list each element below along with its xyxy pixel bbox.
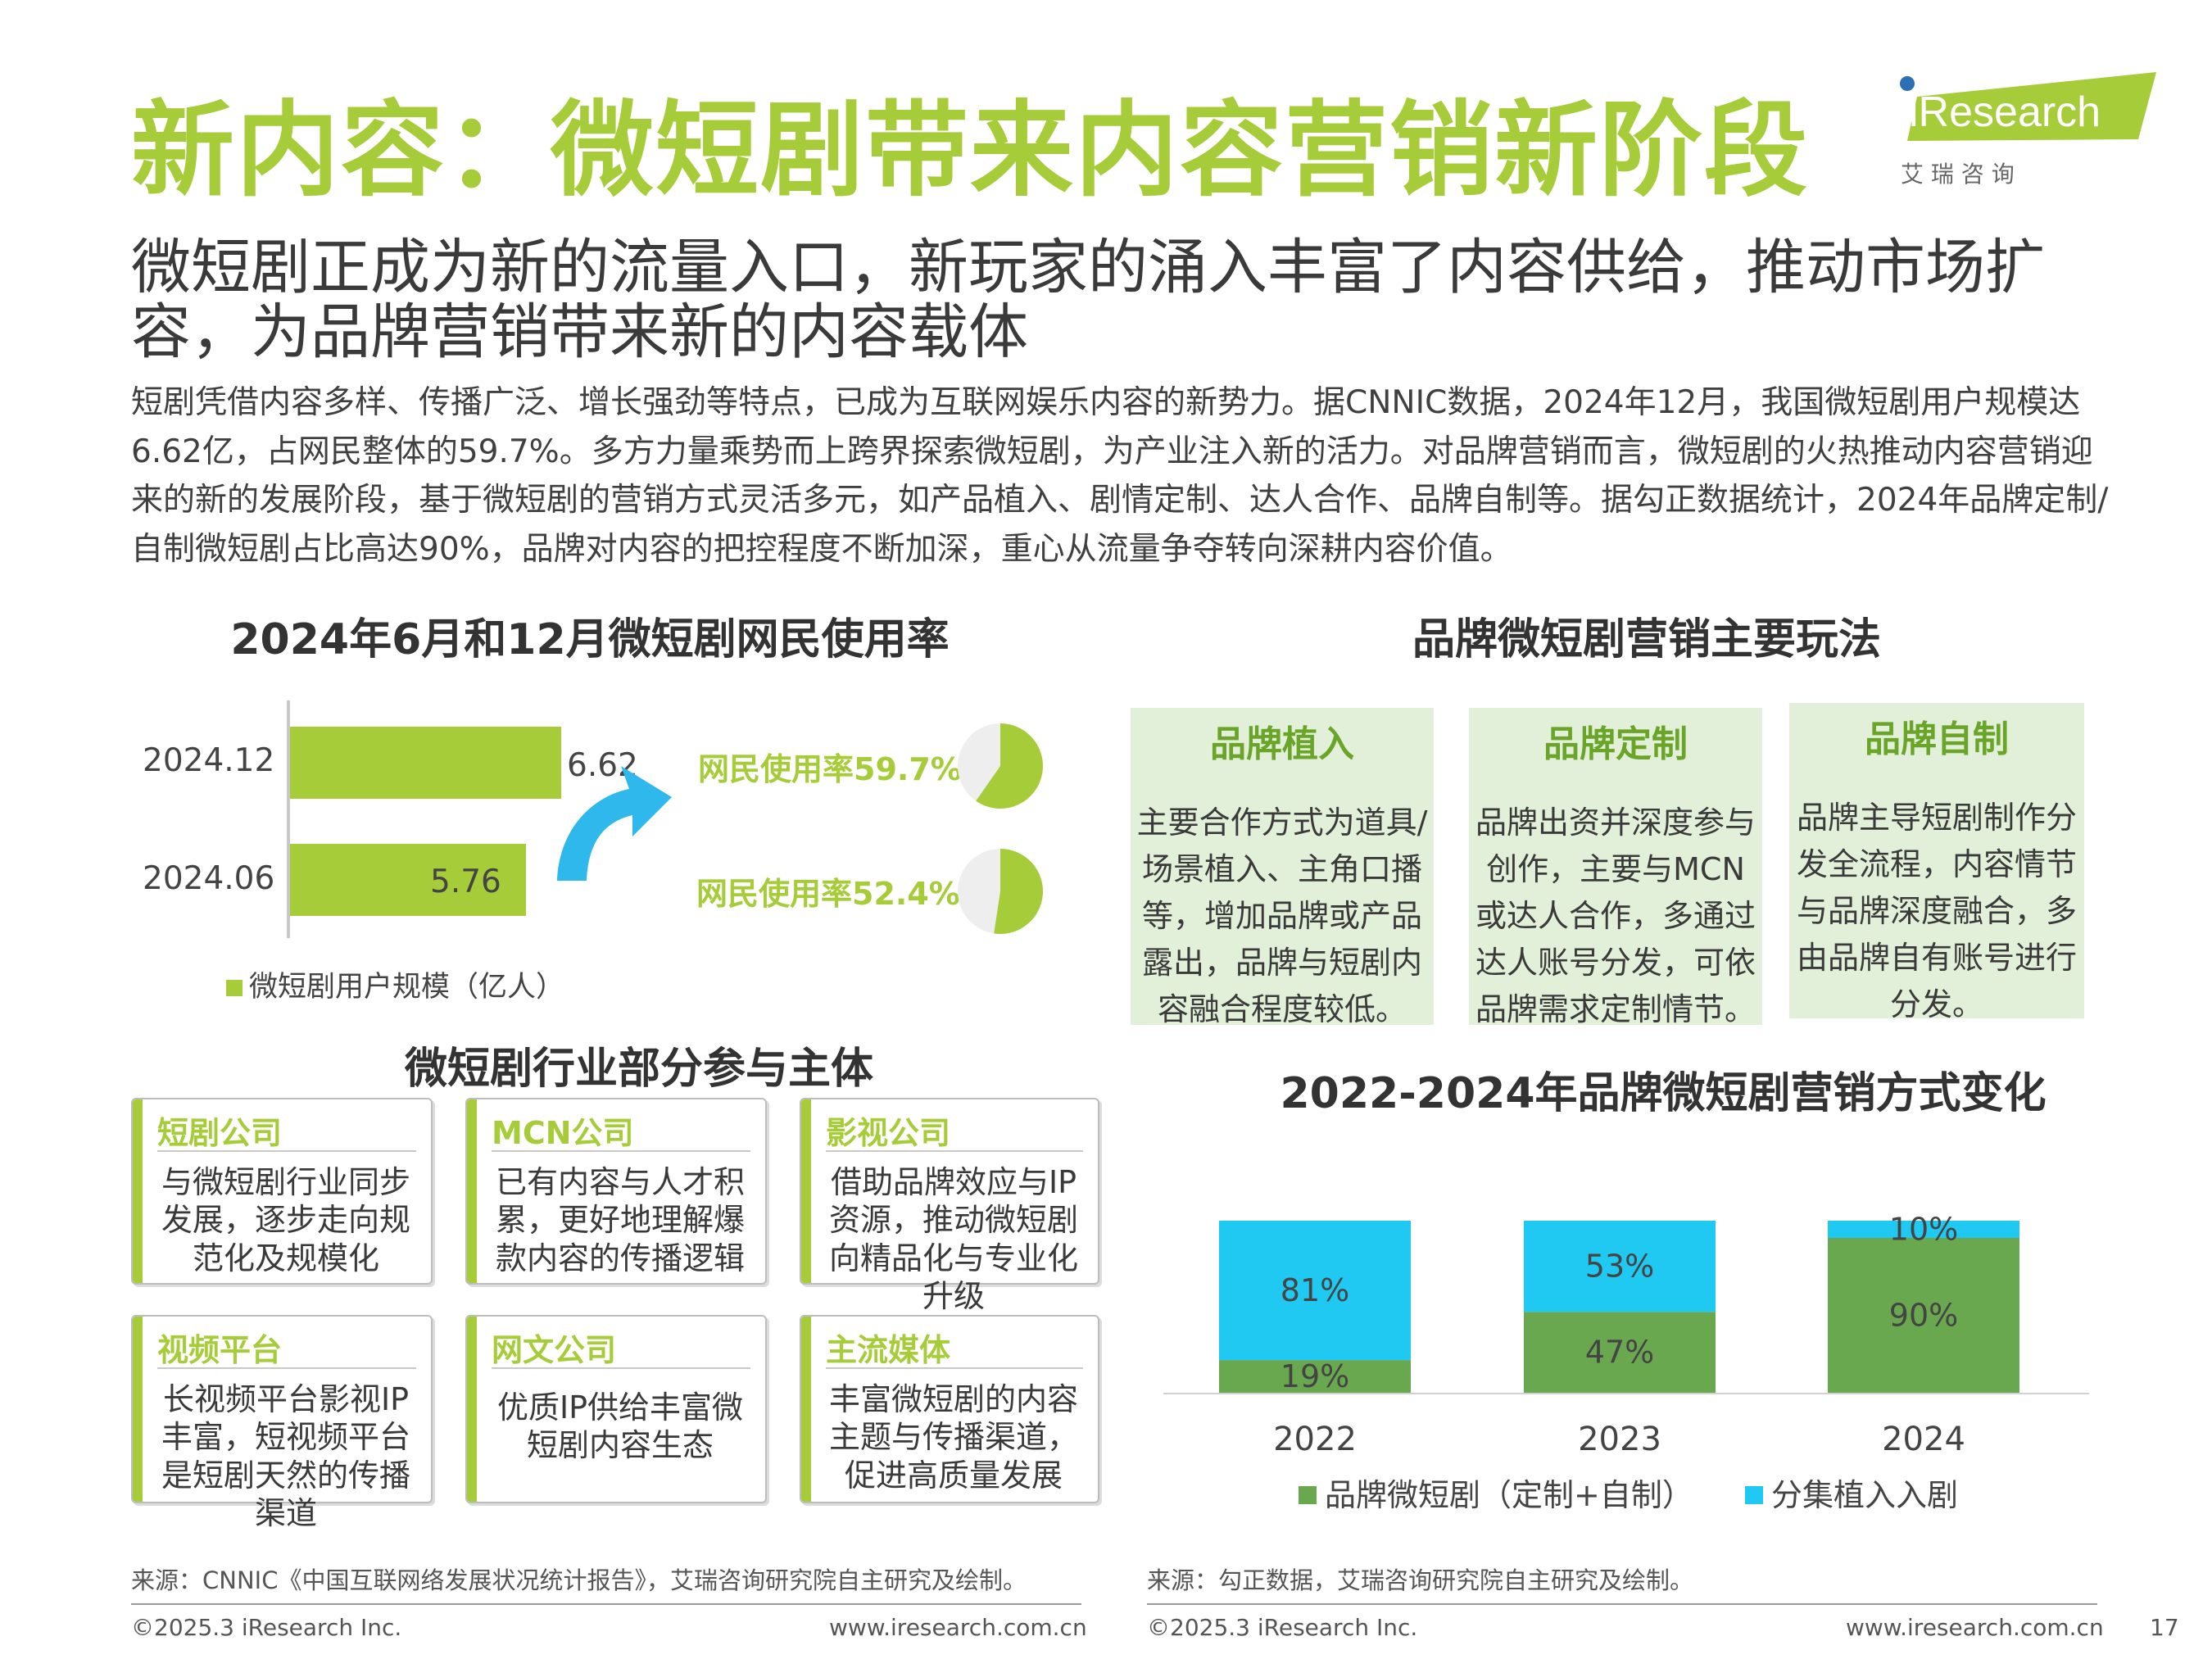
legend-swatch-0 xyxy=(1299,1486,1317,1504)
category-label-2024-12: 2024.12 xyxy=(143,742,275,779)
method-body: 主要合作方式为道具/场景植入、主角口播等，增加品牌或产品露出，品牌与短剧内容融合… xyxy=(1136,805,1428,1027)
iresearch-logo: iResearch 艾 瑞 咨 询 xyxy=(1892,72,2163,195)
value-label-2024-06: 5.76 xyxy=(430,863,501,900)
bar-2022-series-1 xyxy=(1219,1221,1411,1361)
bar-2024-06 xyxy=(290,844,526,916)
method-box-custom: 品牌定制 品牌出资并深度参与创作，主要与MCN或达人合作，多通过达人账号分发，可… xyxy=(1469,708,1762,1027)
method-title: 品牌植入 xyxy=(1210,723,1354,765)
data-label-2024-series-1: 10% xyxy=(1889,1212,1958,1248)
participant-card-video-platform: 视频平台 长视频平台影视IP丰富，短视频平台是短剧天然的传播渠道 xyxy=(131,1315,433,1531)
source-note-left: 来源：CNNIC《中国互联网络发展状况统计报告》，艾瑞咨询研究院自主研究及绘制。 xyxy=(131,1566,1027,1594)
logo-wordmark: iResearch xyxy=(1909,88,2101,136)
x-tick-label-2023: 2023 xyxy=(1578,1421,1661,1458)
participant-card-drama-company: 短剧公司 与微短剧行业同步发展，逐步走向规范化及规模化 xyxy=(131,1098,433,1285)
bar-2024-series-1 xyxy=(1828,1221,2019,1238)
bar-2023-series-1 xyxy=(1524,1221,1716,1312)
bar-2024-12 xyxy=(290,727,561,799)
data-label-2023-series-0: 47% xyxy=(1585,1335,1654,1371)
usage-rate-label-2024-06: 网民使用率52.4% xyxy=(696,876,960,912)
card-title: 主流媒体 xyxy=(826,1332,951,1368)
card-body: 优质IP供给丰富微短剧内容生态 xyxy=(496,1389,744,1464)
participants-title: 微短剧行业部分参与主体 xyxy=(404,1045,873,1094)
page-number: 17 xyxy=(2150,1614,2179,1641)
usage-chart-title: 2024年6月和12月微短剧网民使用率 xyxy=(230,615,950,664)
data-label-2022-series-1: 81% xyxy=(1281,1272,1349,1308)
participant-card-mainstream-media: 主流媒体 丰富微短剧的内容主题与传播渠道，促进高质量发展 xyxy=(800,1315,1099,1503)
footer-divider-left xyxy=(131,1603,1081,1605)
copyright-left: ©2025.3 iResearch Inc. xyxy=(131,1614,402,1641)
card-body: 长视频平台影视IP丰富，短视频平台是短剧天然的传播渠道 xyxy=(161,1381,410,1532)
card-title: 网文公司 xyxy=(492,1332,617,1368)
growth-arrow-icon xyxy=(557,766,672,881)
card-title: 短剧公司 xyxy=(157,1115,283,1151)
usage-rate-pie-2024-06 xyxy=(958,849,1044,934)
method-body: 品牌主导短剧制作分发全流程，内容情节与品牌深度融合，多由品牌自有账号进行分发。 xyxy=(1796,800,2077,1022)
legend-swatch xyxy=(226,980,243,996)
usage-chart-axis xyxy=(287,700,290,938)
card-body: 已有内容与人才积累，更好地理解爆款内容的传播逻辑 xyxy=(495,1164,745,1276)
method-change-chart-title: 2022-2024年品牌微短剧营销方式变化 xyxy=(1280,1069,2047,1118)
legend-label-1: 分集植入入剧 xyxy=(1771,1477,1958,1513)
copyright-right: ©2025.3 iResearch Inc. xyxy=(1147,1614,1418,1641)
usage-rate-label-2024-12: 网民使用率59.7% xyxy=(698,751,962,787)
card-body: 与微短剧行业同步发展，逐步走向规范化及规模化 xyxy=(161,1164,410,1276)
method-change-chart: 19% 81% 2022 47% 53% 2023 90% 10% 2024 品牌微短剧（定制+自… xyxy=(1163,1212,2089,1513)
website-left: www.iresearch.com.cn xyxy=(829,1614,1087,1641)
page-title: 新内容：微短剧带来内容营销新阶段 xyxy=(131,90,1809,211)
legend-label: 微短剧用户规模（亿人） xyxy=(249,971,565,1004)
card-title: 视频平台 xyxy=(157,1332,283,1368)
source-note-right: 来源：勾正数据，艾瑞咨询研究院自主研究及绘制。 xyxy=(1147,1566,1694,1594)
data-label-2022-series-0: 19% xyxy=(1281,1358,1349,1394)
logo-cn-text: 艾 瑞 咨 询 xyxy=(1901,161,2015,188)
x-tick-label-2024: 2024 xyxy=(1882,1421,1965,1458)
legend-swatch-1 xyxy=(1745,1486,1763,1504)
intro-paragraph: 短剧凭借内容多样、传播广泛、增长强劲等特点，已成为互联网娱乐内容的新势力。据CN… xyxy=(131,384,2109,568)
card-title: MCN公司 xyxy=(492,1115,634,1151)
footer-divider-right xyxy=(1147,1603,2097,1605)
method-box-self-made: 品牌自制 品牌主导短剧制作分发全流程，内容情节与品牌深度融合，多由品牌自有账号进… xyxy=(1789,703,2084,1022)
page-subtitle: 微短剧正成为新的流量入口，新玩家的涌入丰富了内容供给，推动市场扩容，为品牌营销带… xyxy=(131,233,2045,367)
card-title: 影视公司 xyxy=(826,1115,951,1151)
bar-2022-series-0 xyxy=(1219,1360,1411,1393)
usage-rate-pie-2024-12 xyxy=(958,723,1043,809)
method-box-embed: 品牌植入 主要合作方式为道具/场景植入、主角口播等，增加品牌或产品露出，品牌与短… xyxy=(1131,708,1434,1027)
method-title: 品牌定制 xyxy=(1543,723,1688,765)
usage-chart-legend: 微短剧用户规模（亿人） xyxy=(226,963,564,1005)
participant-card-mcn: MCN公司 已有内容与人才积累，更好地理解爆款内容的传播逻辑 xyxy=(465,1098,767,1285)
participant-card-web-novel: 网文公司 优质IP供给丰富微短剧内容生态 xyxy=(465,1315,767,1503)
bar-2024-series-0 xyxy=(1828,1238,2019,1393)
data-label-2024-series-0: 90% xyxy=(1889,1298,1958,1334)
card-body: 丰富微短剧的内容主题与传播渠道，促进高质量发展 xyxy=(828,1381,1078,1494)
data-label-2023-series-1: 53% xyxy=(1585,1249,1654,1285)
bar-2023-series-0 xyxy=(1524,1312,1716,1393)
legend-label-0: 品牌微短剧（定制+自制） xyxy=(1325,1477,1693,1513)
category-label-2024-06: 2024.06 xyxy=(143,860,275,897)
method-title: 品牌自制 xyxy=(1865,718,2009,760)
participant-card-film-company: 影视公司 借助品牌效应与IP资源，推动微短剧向精品化与专业化升级 xyxy=(800,1098,1099,1314)
methods-title: 品牌微短剧营销主要玩法 xyxy=(1412,615,1881,664)
method-body: 品牌出资并深度参与创作，主要与MCN或达人合作，多通过达人账号分发，可依品牌需求… xyxy=(1475,805,1756,1027)
x-tick-label-2022: 2022 xyxy=(1273,1421,1357,1458)
card-body: 借助品牌效应与IP资源，推动微短剧向精品化与专业化升级 xyxy=(828,1164,1078,1315)
website-right: www.iresearch.com.cn xyxy=(1846,1614,2104,1641)
